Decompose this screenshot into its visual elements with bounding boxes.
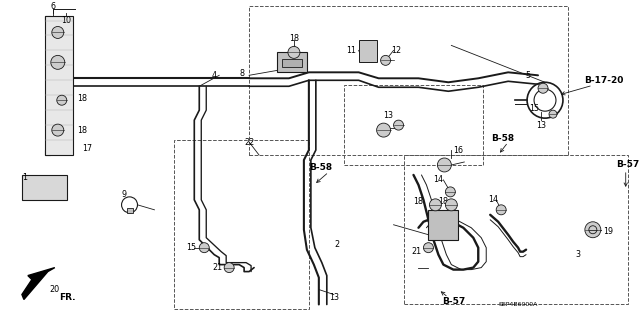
Bar xyxy=(404,155,628,304)
Polygon shape xyxy=(22,268,55,300)
Text: 21: 21 xyxy=(412,247,422,256)
Text: 8: 8 xyxy=(239,69,244,78)
Circle shape xyxy=(549,110,557,118)
Circle shape xyxy=(51,56,65,69)
Text: 7: 7 xyxy=(454,223,459,232)
Circle shape xyxy=(57,95,67,105)
Text: 15: 15 xyxy=(186,243,196,252)
Text: 11: 11 xyxy=(346,46,356,55)
Circle shape xyxy=(199,243,209,253)
Circle shape xyxy=(589,226,597,234)
Text: 17: 17 xyxy=(83,144,93,152)
Text: 19: 19 xyxy=(603,227,613,236)
Text: 18: 18 xyxy=(289,34,299,43)
Bar xyxy=(344,85,483,165)
Circle shape xyxy=(445,199,458,211)
Text: 22: 22 xyxy=(244,137,254,146)
Circle shape xyxy=(376,123,390,137)
Text: 6: 6 xyxy=(51,2,55,11)
Text: 13: 13 xyxy=(383,111,394,120)
Text: SEP4B6000A: SEP4B6000A xyxy=(499,302,538,307)
Text: 9: 9 xyxy=(122,190,127,199)
Text: 4: 4 xyxy=(212,71,217,80)
Text: B-57: B-57 xyxy=(616,160,639,169)
Polygon shape xyxy=(45,16,50,155)
Text: 21: 21 xyxy=(212,263,222,272)
Text: 10: 10 xyxy=(61,16,71,25)
Text: 13: 13 xyxy=(329,293,339,302)
Bar xyxy=(127,208,132,213)
Bar xyxy=(249,5,568,155)
Text: 13: 13 xyxy=(536,121,546,130)
Circle shape xyxy=(224,263,234,273)
Text: 16: 16 xyxy=(453,145,463,154)
Circle shape xyxy=(496,205,506,215)
Text: B-58: B-58 xyxy=(492,134,515,143)
Text: FR.: FR. xyxy=(60,293,76,302)
Text: 18: 18 xyxy=(77,126,86,135)
Bar xyxy=(358,41,376,62)
Text: 12: 12 xyxy=(392,46,402,55)
Text: B-17-20: B-17-20 xyxy=(584,76,623,85)
Text: B-57: B-57 xyxy=(442,297,465,306)
Text: 15: 15 xyxy=(529,104,539,113)
Circle shape xyxy=(429,199,442,211)
Text: 5: 5 xyxy=(525,71,531,80)
Text: 18: 18 xyxy=(413,197,424,206)
Circle shape xyxy=(52,124,64,136)
Text: 1: 1 xyxy=(22,174,28,182)
Circle shape xyxy=(538,83,548,93)
Text: 18: 18 xyxy=(438,197,449,206)
Text: 14: 14 xyxy=(433,175,444,184)
Circle shape xyxy=(52,26,64,39)
Bar xyxy=(428,210,458,240)
Circle shape xyxy=(437,158,451,172)
Text: 20: 20 xyxy=(50,285,60,294)
Bar xyxy=(277,52,307,72)
Circle shape xyxy=(585,222,601,238)
Text: B-58: B-58 xyxy=(309,163,332,173)
Bar xyxy=(174,140,309,309)
Text: 18: 18 xyxy=(77,94,86,103)
Circle shape xyxy=(424,243,433,253)
Circle shape xyxy=(445,187,455,197)
Bar xyxy=(282,59,302,67)
Bar xyxy=(22,175,67,200)
Text: 14: 14 xyxy=(488,195,498,204)
Circle shape xyxy=(381,56,390,65)
Circle shape xyxy=(288,46,300,58)
Bar xyxy=(45,16,73,155)
Text: 3: 3 xyxy=(575,250,580,259)
Circle shape xyxy=(394,120,404,130)
Text: 2: 2 xyxy=(334,240,339,249)
